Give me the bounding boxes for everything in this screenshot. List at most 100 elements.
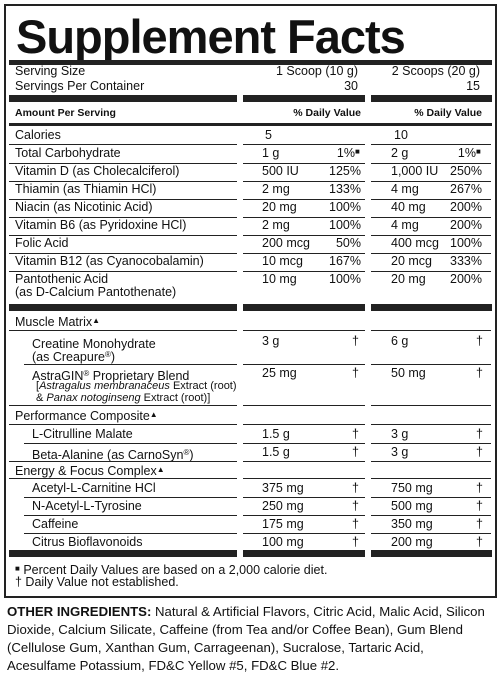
nutrient-dv-2: 250% (450, 164, 482, 178)
serving1-size: 1 Scoop (10 g) (276, 64, 358, 78)
nutrient-amount-1: 10 mcg (262, 254, 303, 268)
astragin-line2-part: Astragalus membranaceus (39, 380, 170, 392)
row-divider (243, 217, 365, 218)
serving2-servings: 15 (466, 79, 480, 93)
nutrient-amount-1: 200 mcg (262, 236, 310, 250)
row-divider (243, 181, 365, 182)
astragin-amount-1: 25 mg (262, 366, 297, 380)
row-divider (371, 497, 491, 498)
pantothenic-line1: Pantothenic Acid (15, 272, 109, 286)
row-divider (371, 515, 491, 516)
thick-rule-mid (9, 304, 492, 311)
dagger-1: † (352, 334, 359, 348)
servings-per-container-label: Servings Per Container (15, 79, 145, 93)
calories-label: Calories (15, 128, 61, 142)
row-divider (9, 199, 237, 200)
footnote-percent: ■ Percent Daily Values are based on a 2,… (15, 561, 327, 578)
nutrient-amount-2: 40 mg (391, 200, 426, 214)
astragin-line3: & Panax notoginseng Extract (root)] (36, 392, 210, 404)
pantothenic-amount-2: 20 mg (391, 272, 426, 286)
footnote-marker: ■ (15, 564, 20, 573)
dagger-2: † (476, 445, 483, 459)
performance-composite-title: Performance Composite (15, 409, 150, 423)
dagger-1: † (352, 427, 359, 441)
astragin-line2-part: [ (36, 380, 40, 392)
row-divider (243, 405, 365, 406)
row-divider (371, 405, 491, 406)
row-divider (243, 461, 365, 462)
row-divider (24, 515, 237, 516)
dagger-2: † (476, 366, 483, 380)
row-divider (9, 181, 237, 182)
creatine-amount-1: 3 g (262, 334, 280, 348)
nutrient-amount-1: 500 IU (262, 164, 299, 178)
nutrient-name: Total Carbohydrate (15, 146, 121, 160)
astragin-line1-part: ® (83, 369, 90, 378)
creatine-line1: Creatine Monohydrate (32, 334, 156, 352)
nutrient-amount-1: 1 g (262, 146, 280, 160)
column-gap (237, 304, 243, 311)
column-gap (365, 550, 371, 557)
astragin-line1: AstraGIN® Proprietary Blend (32, 366, 189, 384)
row-divider (243, 424, 365, 425)
nutrient-dv-1: 167% (329, 254, 361, 268)
dagger-1: † (352, 517, 359, 531)
nutrient-dv-2: 1% (457, 146, 476, 160)
nutrient-dv-1: 100% (329, 218, 361, 232)
row-divider (371, 533, 491, 534)
energy-amount-2: 750 mg (391, 481, 433, 495)
footnote-dagger: † Daily Value not established. (15, 575, 179, 589)
nutrient-name: Vitamin B6 (as Pyridoxine HCl) (15, 218, 187, 232)
dagger-2: † (476, 427, 483, 441)
row-divider (243, 533, 365, 534)
dagger-1: † (352, 366, 359, 380)
row-divider (243, 144, 365, 145)
row-divider (371, 424, 491, 425)
energy-item-name: N-Acetyl-L-Tyrosine (32, 499, 142, 513)
dagger-2: † (476, 334, 483, 348)
pantothenic-dv-1: 100% (329, 272, 361, 286)
row-divider (243, 443, 365, 444)
triangle-marker: ▲ (149, 410, 158, 419)
pantothenic-line2: (as D-Calcium Pantothenate) (15, 285, 177, 299)
dagger-2: † (476, 481, 483, 495)
row-divider (243, 478, 365, 479)
performance-item-name: Beta-Alanine (as CarnoSyn®) (32, 445, 194, 463)
nutrient-dv-2: 200% (450, 200, 482, 214)
amount-per-serving-label: Amount Per Serving (15, 107, 116, 119)
row-divider (371, 330, 491, 331)
nutrient-amount-2: 400 mcg (391, 236, 439, 250)
nutrient-amount-1: 20 mg (262, 200, 297, 214)
serving1-servings: 30 (344, 79, 358, 93)
row-divider (371, 443, 491, 444)
row-divider (371, 253, 491, 254)
nutrient-amount-1: 2 mg (262, 218, 290, 232)
energy-item-name: Citrus Bioflavonoids (32, 535, 143, 549)
creatine-line2-part: ® (104, 350, 111, 359)
column-gap (365, 95, 371, 102)
serving-size-label: Serving Size (15, 64, 86, 78)
energy-amount-1: 100 mg (262, 535, 304, 549)
column-gap (237, 95, 243, 102)
creatine-line1-part: Creatine Monohydrate (32, 337, 156, 351)
nutrient-name: Niacin (as Nicotinic Acid) (15, 200, 153, 214)
energy-amount-2: 350 mg (391, 517, 433, 531)
title-rule (9, 60, 492, 65)
muscle-matrix-title: Muscle Matrix (15, 315, 93, 329)
row-divider (243, 163, 365, 164)
row-divider (371, 478, 491, 479)
row-divider (371, 181, 491, 182)
nutrient-dv-2: 267% (450, 182, 482, 196)
row-divider (9, 163, 237, 164)
nutrient-amount-2: 2 g (391, 146, 409, 160)
nutrient-amount-2: 4 mg (391, 218, 419, 232)
daily-value-header-2: % Daily Value (414, 107, 482, 119)
performance-composite: Performance Composite▲ (15, 407, 158, 424)
row-divider (371, 217, 491, 218)
nutrient-amount-2: 20 mcg (391, 254, 432, 268)
row-divider (9, 405, 237, 406)
row-divider (371, 235, 491, 236)
nutrient-name: Vitamin D (as Cholecalciferol) (15, 164, 180, 178)
row-divider (243, 271, 365, 272)
row-divider (371, 199, 491, 200)
